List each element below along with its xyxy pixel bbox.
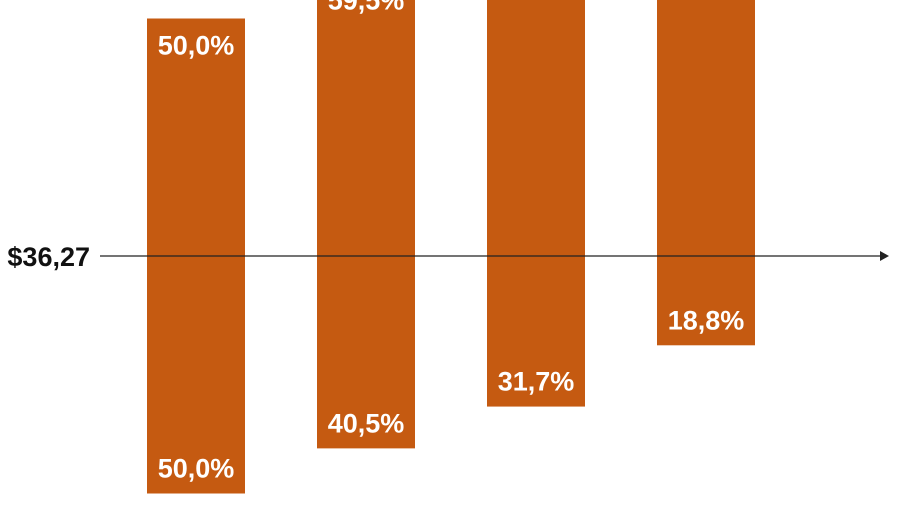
bar-2-lower-label: 40,5% <box>328 408 405 438</box>
bar-3-lower-label: 31,7% <box>498 367 575 397</box>
bar-2-upper-label: 59,5% <box>328 0 405 15</box>
reference-value-label: $36,27 <box>7 242 90 272</box>
bar-4 <box>657 0 755 346</box>
bar-1-upper-label: 50,0% <box>158 31 235 61</box>
bar-1-lower-label: 50,0% <box>158 454 235 484</box>
bars-group <box>147 0 755 494</box>
bar-labels-group: 50,0% 50,0% 59,5% 40,5% 31,7% 18,8% <box>158 0 745 484</box>
bar-4-lower-label: 18,8% <box>668 305 745 335</box>
bar-3 <box>487 0 585 407</box>
axis-arrowhead-icon <box>880 251 889 261</box>
bar-2 <box>317 0 415 449</box>
